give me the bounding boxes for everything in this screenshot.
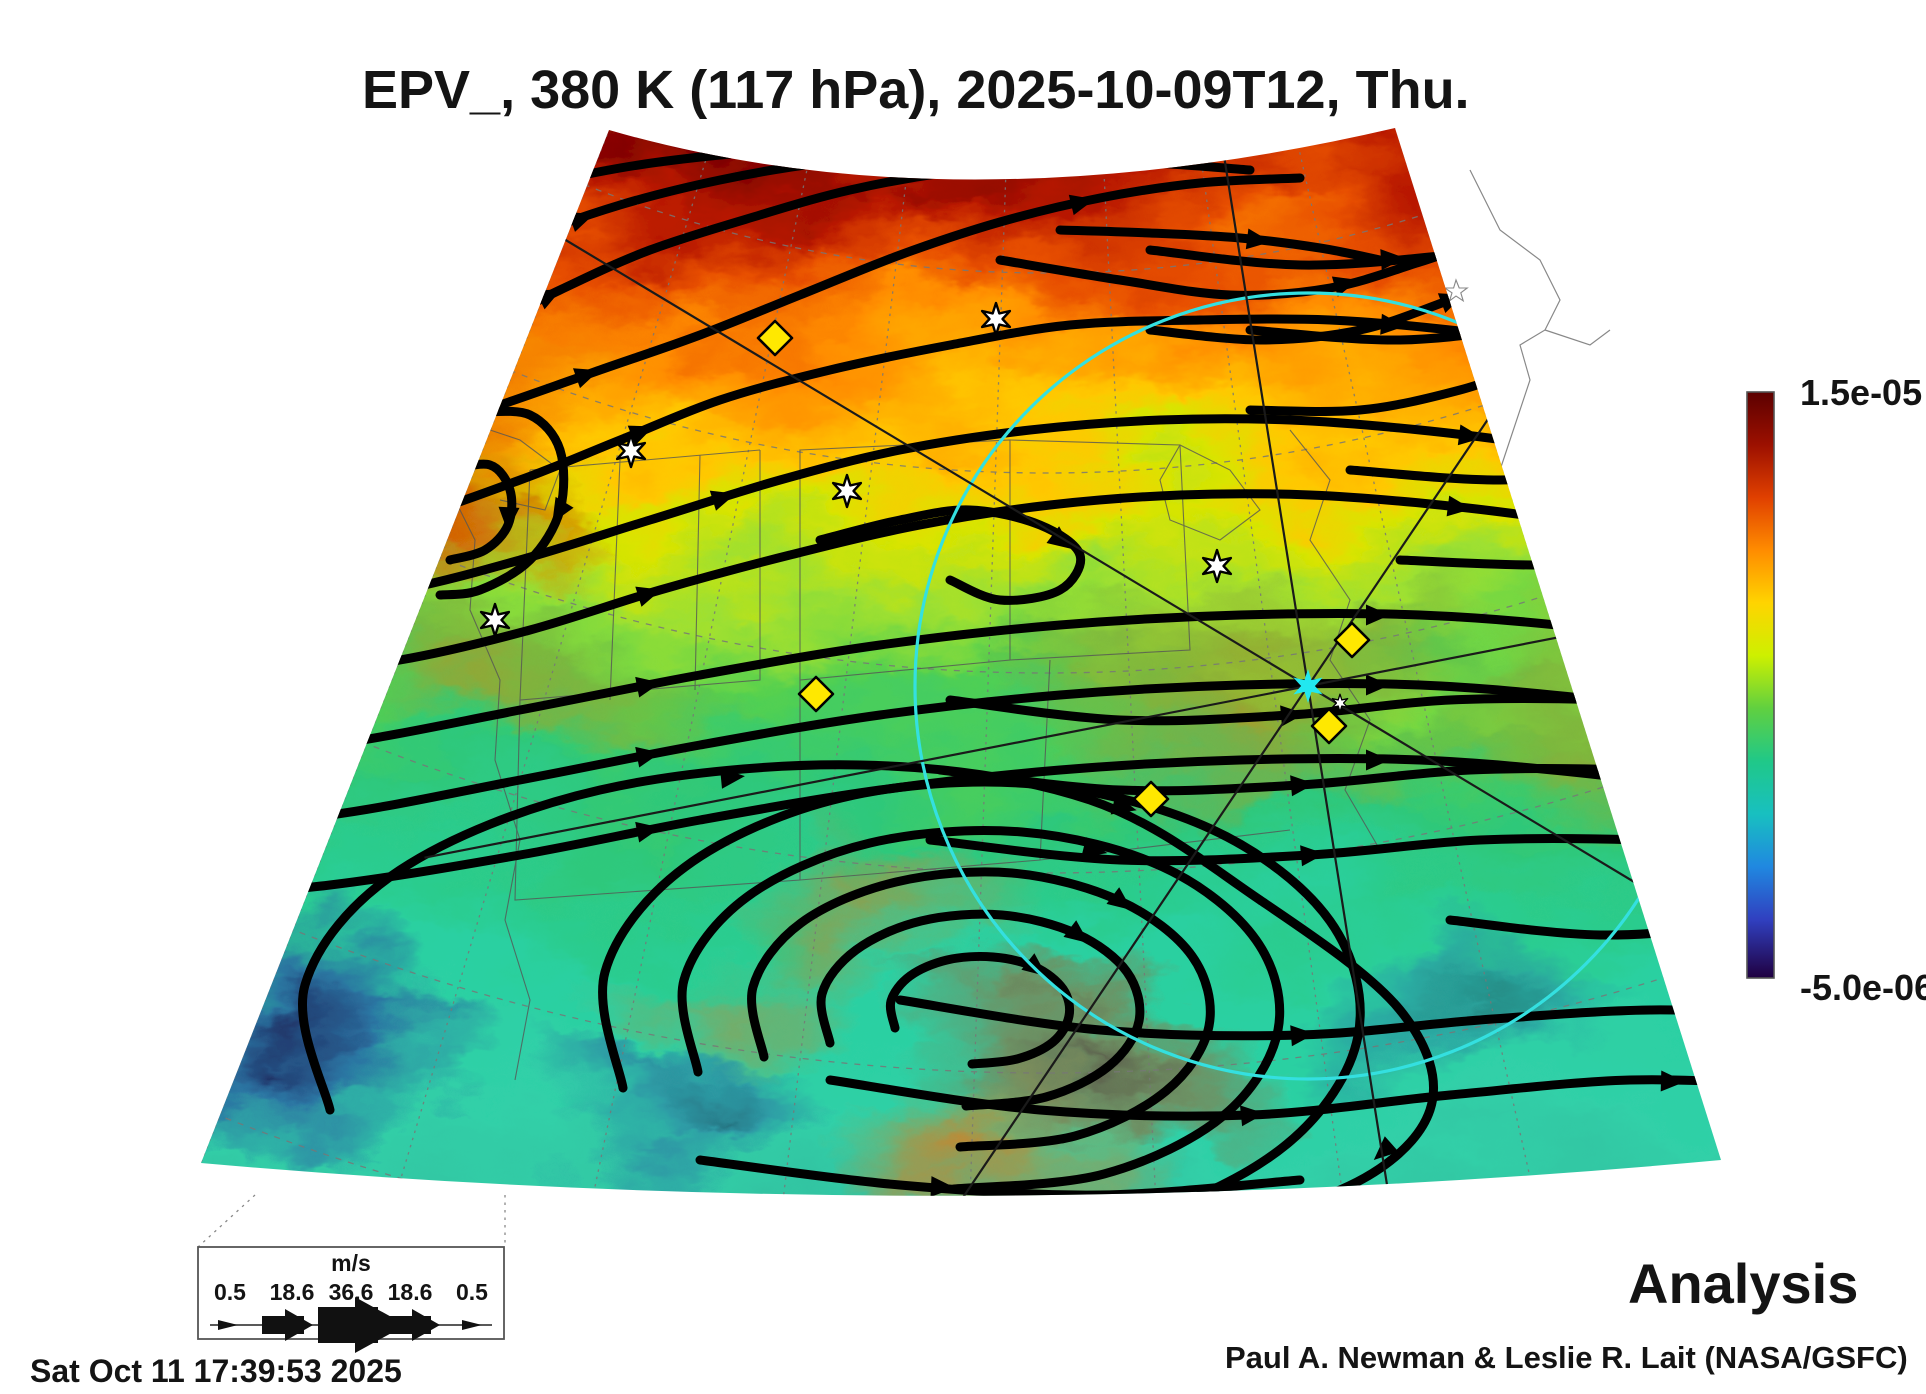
svg-text:0.5: 0.5 bbox=[214, 1279, 246, 1305]
svg-text:0.5: 0.5 bbox=[456, 1279, 488, 1305]
svg-text:Sat Oct 11 17:39:53 2025: Sat Oct 11 17:39:53 2025 bbox=[30, 1353, 402, 1389]
svg-text:-5.0e-06: -5.0e-06 bbox=[1800, 967, 1926, 1008]
svg-text:18.6: 18.6 bbox=[388, 1279, 433, 1305]
svg-text:1.5e-05: 1.5e-05 bbox=[1800, 372, 1922, 413]
svg-text:Paul A. Newman & Leslie R. Lai: Paul A. Newman & Leslie R. Lait (NASA/GS… bbox=[1225, 1340, 1908, 1375]
svg-text:m/s: m/s bbox=[331, 1250, 371, 1276]
svg-text:Analysis: Analysis bbox=[1628, 1252, 1858, 1315]
svg-text:36.6: 36.6 bbox=[329, 1279, 374, 1305]
svg-text:EPV_, 380 K (117 hPa), 2025-10: EPV_, 380 K (117 hPa), 2025-10-09T12, Th… bbox=[362, 60, 1470, 120]
svg-text:18.6: 18.6 bbox=[270, 1279, 315, 1305]
